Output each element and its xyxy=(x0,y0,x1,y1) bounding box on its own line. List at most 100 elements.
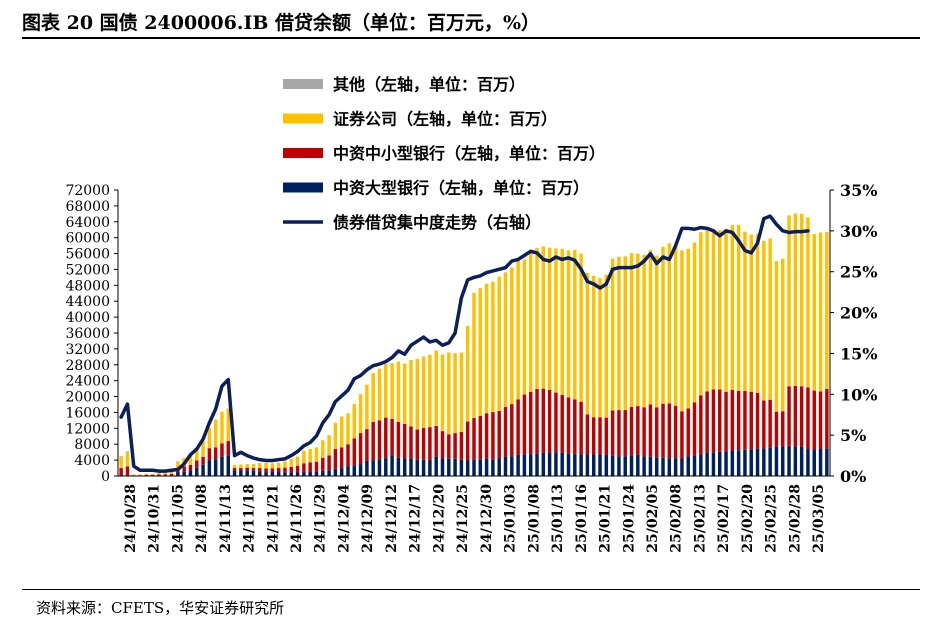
concentration-line xyxy=(119,214,810,473)
bar-securities xyxy=(673,243,678,406)
bar-securities xyxy=(402,363,407,424)
right-tick-label: 35% xyxy=(840,181,877,200)
bar-securities xyxy=(478,288,483,417)
bar-small_mid_banks xyxy=(409,426,413,459)
bar-small_mid_banks xyxy=(390,418,394,456)
bar-securities xyxy=(232,464,237,469)
bar-small_mid_banks xyxy=(673,405,678,459)
bar-securities xyxy=(371,373,375,422)
bar-securities xyxy=(283,461,287,468)
bar-small_mid_banks xyxy=(799,386,804,447)
x-tick-label: 24/12/09 xyxy=(360,484,376,553)
bar-small_mid_banks xyxy=(491,412,495,460)
bar-large_banks xyxy=(547,452,552,476)
bar-small_mid_banks xyxy=(667,403,672,459)
bar-securities xyxy=(434,350,438,426)
bar-small_mid_banks xyxy=(699,395,703,455)
left-tick-label: 68000 xyxy=(65,199,110,215)
bar-small_mid_banks xyxy=(321,457,325,471)
bar-securities xyxy=(302,450,306,464)
bar-securities xyxy=(150,473,155,475)
x-tick-label: 25/01/21 xyxy=(598,484,614,553)
bar-large_banks xyxy=(220,456,224,476)
bar-large_banks xyxy=(333,468,338,476)
bar-small_mid_banks xyxy=(591,417,596,455)
bar-small_mid_banks xyxy=(629,406,634,456)
bar-large_banks xyxy=(554,452,558,476)
bar-securities xyxy=(535,247,539,389)
bar-large_banks xyxy=(636,454,640,476)
bar-securities xyxy=(566,250,571,398)
bar-large_banks xyxy=(321,470,325,476)
bar-large_banks xyxy=(673,458,678,477)
bar-small_mid_banks xyxy=(724,391,728,452)
bar-securities xyxy=(346,413,350,445)
bar-small_mid_banks xyxy=(459,431,464,460)
bar-securities xyxy=(384,363,388,418)
x-tick-label: 24/12/04 xyxy=(336,484,352,553)
x-tick-label: 24/12/30 xyxy=(479,484,495,553)
legend-swatch-securities xyxy=(283,113,323,124)
bar-securities xyxy=(610,258,615,411)
bar-securities xyxy=(686,248,690,409)
bar-small_mid_banks xyxy=(396,421,401,458)
bar-securities xyxy=(491,281,495,413)
bar-large_banks xyxy=(195,467,199,476)
bar-small_mid_banks xyxy=(692,402,697,456)
x-tick-label: 25/01/13 xyxy=(550,484,566,553)
bar-small_mid_banks xyxy=(503,406,508,457)
bar-large_banks xyxy=(787,445,791,476)
bar-small_mid_banks xyxy=(541,388,546,453)
bar-securities xyxy=(755,234,760,393)
legend-label-large_banks: 中资大型银行（左轴，单位：百万） xyxy=(333,179,589,198)
bar-small_mid_banks xyxy=(793,385,798,447)
bar-small_mid_banks xyxy=(239,468,243,471)
bar-large_banks xyxy=(428,460,432,476)
left-tick-label: 64000 xyxy=(65,215,110,231)
bar-small_mid_banks xyxy=(371,421,375,461)
x-tick-label: 25/02/08 xyxy=(669,484,685,553)
bar-securities xyxy=(428,354,432,428)
right-tick-label: 20% xyxy=(840,304,877,323)
left-tick-label: 56000 xyxy=(65,247,110,263)
axes-layer: 0400080001200016000200002400028000320003… xyxy=(65,181,877,553)
bar-securities xyxy=(579,253,583,402)
bar-large_banks xyxy=(812,449,816,476)
x-tick-label: 24/12/20 xyxy=(431,484,447,553)
bar-large_banks xyxy=(579,454,583,476)
x-tick-label: 25/02/28 xyxy=(787,484,803,553)
bar-securities xyxy=(169,471,174,475)
bar-small_mid_banks xyxy=(213,447,218,460)
bar-large_banks xyxy=(642,456,646,476)
bar-securities xyxy=(453,353,457,434)
bar-securities xyxy=(711,228,716,390)
bar-small_mid_banks xyxy=(346,444,350,467)
bar-securities xyxy=(132,474,136,476)
bar-small_mid_banks xyxy=(232,468,237,471)
bar-securities xyxy=(680,250,684,412)
bar-small_mid_banks xyxy=(276,468,281,473)
bar-small_mid_banks xyxy=(648,404,653,457)
bar-securities xyxy=(705,229,709,392)
left-tick-label: 60000 xyxy=(65,231,110,247)
bar-small_mid_banks xyxy=(604,417,609,455)
bar-small_mid_banks xyxy=(201,456,205,465)
bar-securities xyxy=(497,276,501,411)
bar-securities xyxy=(239,464,243,469)
bar-securities xyxy=(144,473,149,475)
x-tick-label: 24/10/28 xyxy=(123,484,139,553)
left-tick-label: 8000 xyxy=(74,437,110,453)
bar-small_mid_banks xyxy=(484,413,489,459)
bar-securities xyxy=(598,278,602,418)
bar-securities xyxy=(787,215,791,387)
bar-large_banks xyxy=(358,464,363,476)
bar-securities xyxy=(484,283,489,414)
bar-large_banks xyxy=(793,446,798,476)
bar-securities xyxy=(617,256,621,411)
bar-large_banks xyxy=(705,452,709,476)
bar-small_mid_banks xyxy=(510,404,514,457)
x-tick-label: 24/10/31 xyxy=(147,484,163,553)
bar-large_banks xyxy=(585,454,590,476)
bar-large_banks xyxy=(251,470,256,476)
